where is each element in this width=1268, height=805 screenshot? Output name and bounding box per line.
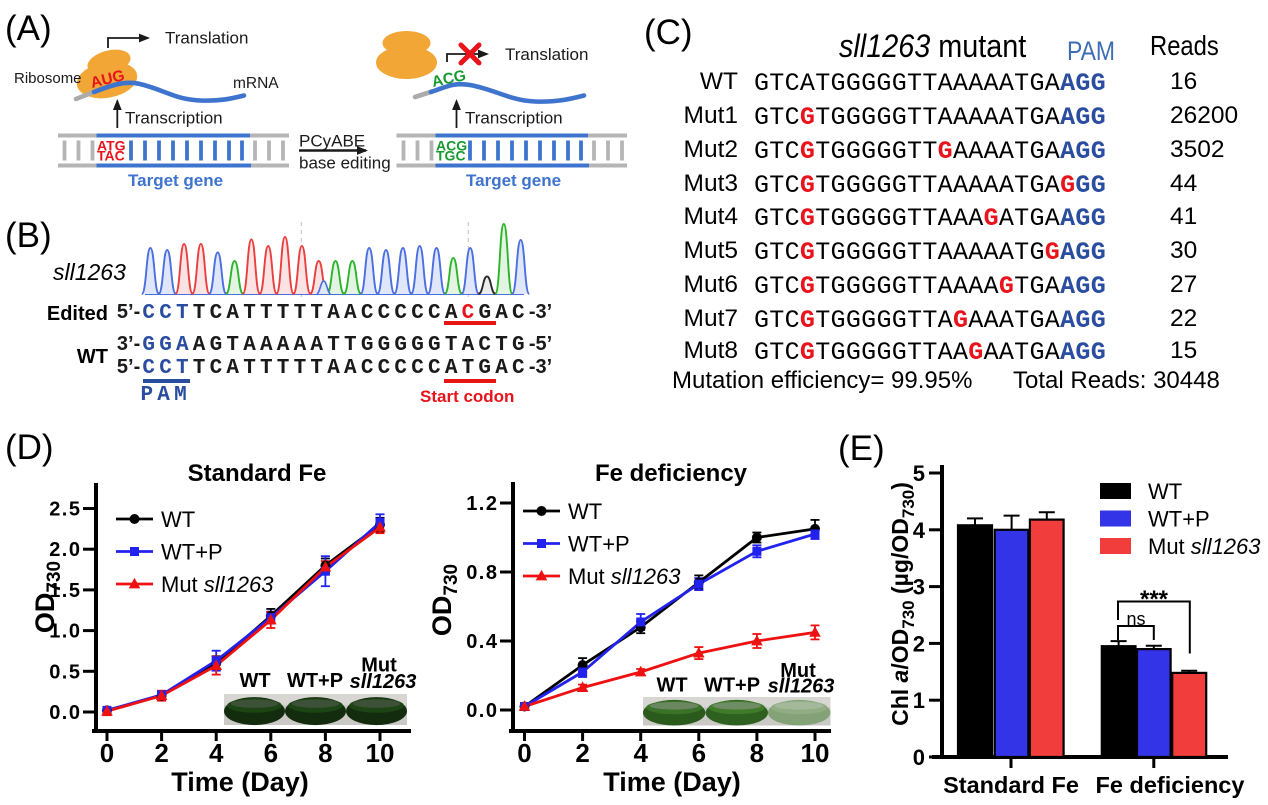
svg-text:1.2: 1.2 xyxy=(466,493,498,515)
svg-text:0: 0 xyxy=(913,745,925,770)
svg-text:sll1263: sll1263 xyxy=(768,676,835,698)
svg-text:2: 2 xyxy=(575,738,589,768)
svg-text:Target gene: Target gene xyxy=(466,171,561,190)
svg-text:WT+P: WT+P xyxy=(568,532,630,557)
svg-text:Transcription: Transcription xyxy=(125,109,223,128)
svg-text:OD730: OD730 xyxy=(30,561,65,633)
svg-text:ACG: ACG xyxy=(430,67,467,91)
svg-text:6: 6 xyxy=(692,738,706,768)
svg-text:10: 10 xyxy=(366,738,395,768)
svg-text:0.4: 0.4 xyxy=(466,631,498,653)
svg-text:WT+P: WT+P xyxy=(1148,507,1210,532)
svg-text:Mut: Mut xyxy=(361,655,397,677)
svg-text:2: 2 xyxy=(913,631,925,656)
svg-text:ATG: ATG xyxy=(97,138,126,154)
svg-text:3: 3 xyxy=(913,575,925,600)
svg-text:0.8: 0.8 xyxy=(466,562,498,584)
svg-text:PCyABE: PCyABE xyxy=(299,132,365,151)
svg-text:Target gene: Target gene xyxy=(128,171,223,190)
svg-text:WT+P: WT+P xyxy=(287,670,343,692)
svg-text:0.0: 0.0 xyxy=(466,700,498,722)
svg-text:WT: WT xyxy=(1148,479,1182,504)
svg-text:4: 4 xyxy=(913,518,926,543)
svg-text:Standard Fe: Standard Fe xyxy=(943,772,1079,798)
svg-text:Time (Day): Time (Day) xyxy=(603,767,741,797)
svg-text:2: 2 xyxy=(154,738,168,768)
svg-text:8: 8 xyxy=(750,738,764,768)
svg-text:Time (Day): Time (Day) xyxy=(171,767,309,797)
svg-text:sll1263: sll1263 xyxy=(350,671,417,693)
svg-text:OD730: OD730 xyxy=(427,564,462,636)
svg-text:Fe deficiency: Fe deficiency xyxy=(595,460,748,487)
svg-text:4: 4 xyxy=(633,738,648,768)
svg-text:WT+P: WT+P xyxy=(161,540,223,565)
svg-text:WT: WT xyxy=(656,675,687,697)
svg-text:5: 5 xyxy=(913,461,925,486)
svg-text:base editing: base editing xyxy=(299,154,391,173)
svg-text:WT+P: WT+P xyxy=(704,675,760,697)
svg-text:10: 10 xyxy=(801,738,830,768)
svg-text:ns: ns xyxy=(1126,609,1145,629)
svg-text:0.5: 0.5 xyxy=(49,661,81,683)
svg-text:***: *** xyxy=(1140,586,1169,613)
svg-text:mRNA: mRNA xyxy=(233,75,279,92)
svg-text:Ribosome: Ribosome xyxy=(14,70,82,87)
svg-text:Translation: Translation xyxy=(165,29,248,48)
svg-text:4: 4 xyxy=(209,738,224,768)
svg-text:1.5: 1.5 xyxy=(49,580,81,602)
svg-text:WT: WT xyxy=(568,499,602,524)
svg-text:Chl a/OD730 (µg/OD730): Chl a/OD730 (µg/OD730) xyxy=(887,482,918,726)
svg-text:WT: WT xyxy=(161,507,195,532)
svg-text:1.0: 1.0 xyxy=(49,621,81,643)
svg-text:0: 0 xyxy=(100,738,114,768)
svg-text:8: 8 xyxy=(318,738,332,768)
svg-text:2.5: 2.5 xyxy=(49,499,81,521)
svg-text:ACG: ACG xyxy=(436,138,467,154)
svg-text:0: 0 xyxy=(517,738,531,768)
svg-text:TGC: TGC xyxy=(436,148,466,164)
svg-text:0.0: 0.0 xyxy=(49,702,81,724)
svg-text:2.0: 2.0 xyxy=(49,539,81,561)
svg-text:TAC: TAC xyxy=(97,148,125,164)
svg-text:WT: WT xyxy=(239,670,270,692)
svg-text:Mut sll1263: Mut sll1263 xyxy=(161,572,274,597)
svg-text:6: 6 xyxy=(264,738,278,768)
svg-text:Translation: Translation xyxy=(505,45,588,64)
svg-text:Mut: Mut xyxy=(780,660,816,682)
svg-text:1: 1 xyxy=(913,688,925,713)
svg-text:Mut sll1263: Mut sll1263 xyxy=(1148,534,1261,559)
svg-text:Mut sll1263: Mut sll1263 xyxy=(568,564,681,589)
svg-text:Standard Fe: Standard Fe xyxy=(188,460,327,487)
svg-text:Transcription: Transcription xyxy=(465,109,563,128)
svg-text:Fe deficiency: Fe deficiency xyxy=(1096,772,1245,798)
